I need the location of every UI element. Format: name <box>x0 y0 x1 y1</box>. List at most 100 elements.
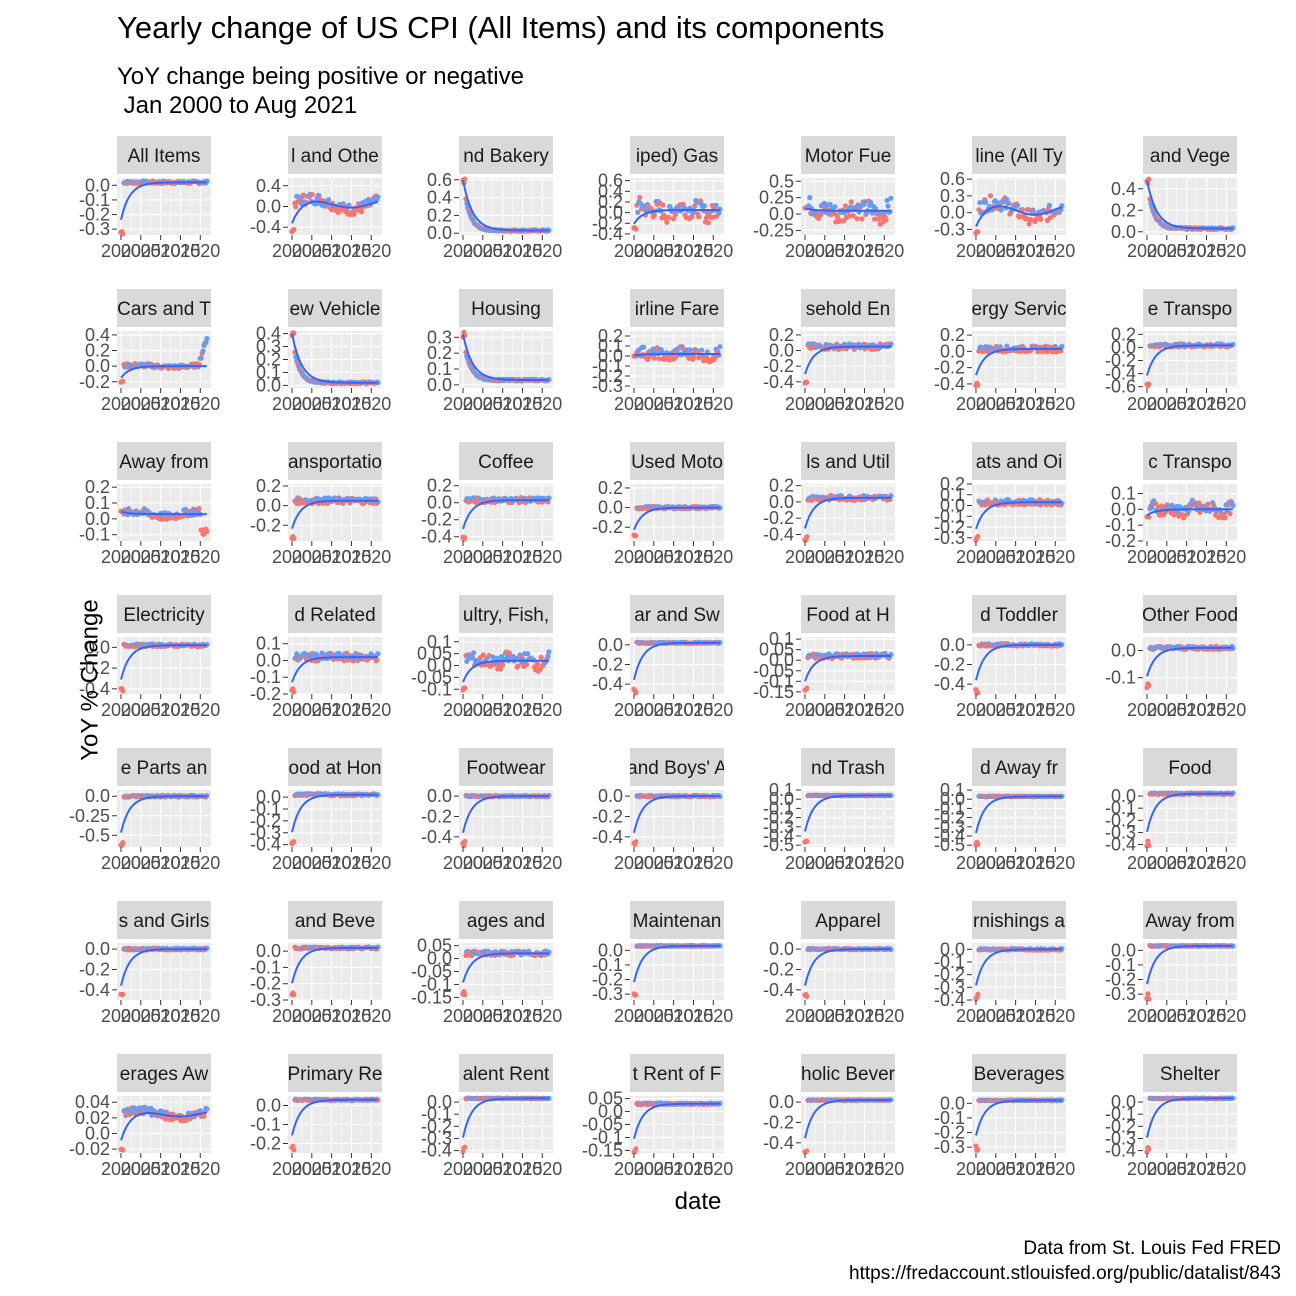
facet-strip-label: Food <box>1168 758 1211 779</box>
data-point <box>203 339 209 346</box>
x-tick-label: 2000 <box>272 241 312 261</box>
facet-strip <box>630 442 724 480</box>
data-point <box>641 344 647 350</box>
y-tick-label: 0.4 <box>1111 179 1136 199</box>
y-tick-label: 0.0 <box>85 786 110 806</box>
data-point <box>656 356 662 362</box>
x-tick-label: 2015 <box>502 241 542 261</box>
data-point <box>850 213 856 219</box>
data-point <box>120 839 126 846</box>
facet-panel: sehold En 0.20.0-0.2-0.420002005201020152… <box>763 289 904 414</box>
x-tick-label: 2020 <box>522 547 562 567</box>
x-tick-label: 2010 <box>312 547 352 567</box>
y-tick-label: 0.2 <box>427 205 452 225</box>
data-point <box>666 214 672 221</box>
data-point <box>120 688 126 694</box>
facet-panel: and Beve0.0-0.1-0.2-0.320002005201020152… <box>250 901 391 1026</box>
y-tick-label: 0.0 <box>598 786 623 806</box>
trend-line <box>120 510 207 516</box>
x-tick-label: 2020 <box>1206 853 1246 873</box>
data-point <box>291 992 297 998</box>
x-tick-label: 2020 <box>522 241 562 261</box>
facet-strip-label: and Beve <box>295 911 375 932</box>
data-point <box>883 217 889 223</box>
data-point <box>975 229 981 235</box>
data-point <box>659 349 665 355</box>
x-tick-label: 2015 <box>160 241 200 261</box>
x-tick-label: 2015 <box>502 547 542 567</box>
data-point <box>633 226 639 232</box>
facet-strip-label: s and Girls <box>119 911 210 932</box>
facet-panel: ood at Hon0.0-0.1-0.2-0.3-0.420002005201… <box>250 748 391 873</box>
x-tick-label: 2000 <box>614 547 654 567</box>
chart-title: Yearly change of US CPI (All Items) and … <box>117 10 885 45</box>
trend-line <box>120 181 207 220</box>
data-point <box>835 214 841 221</box>
data-point <box>663 356 669 362</box>
x-tick-label: 2010 <box>483 241 523 261</box>
data-point <box>712 354 718 361</box>
x-tick-label: 2000 <box>785 241 825 261</box>
facet-panel: e Parts an0.0-0.25-0.5200020052010201520… <box>69 748 220 873</box>
x-tick-label: 2000 <box>956 394 996 414</box>
facet-panel: Maintenan0.0-0.1-0.2-0.32000200520102015… <box>592 901 733 1026</box>
facet-strip <box>801 136 895 174</box>
x-tick-label: 2010 <box>483 394 523 414</box>
data-point <box>977 199 983 206</box>
data-point <box>375 380 381 386</box>
panel-background <box>117 331 211 388</box>
x-tick-label: 2000 <box>443 394 483 414</box>
data-point <box>713 202 719 208</box>
y-tick-label: 0.4 <box>85 325 110 345</box>
trend-line <box>120 365 207 379</box>
facet-panel: All Items 0.0-0.1-0.2-0.32000200520102015… <box>79 136 220 261</box>
facet-strip <box>459 136 553 174</box>
data-point <box>291 535 297 542</box>
panel-background <box>972 484 1066 541</box>
y-tick-label: 0.0 <box>256 375 281 395</box>
facet-strip-label: ew Vehicle <box>290 299 381 320</box>
y-tick-label: -0.4 <box>934 674 965 694</box>
y-tick-label: -0.2 <box>79 372 110 392</box>
facet-panel: d Away fr0.10.0-0.1-0.2-0.3-0.4-0.520002… <box>934 748 1075 873</box>
data-point <box>470 650 477 656</box>
data-point <box>1222 515 1228 521</box>
y-tick-label: 0.0 <box>1111 641 1136 661</box>
y-tick-label: 0.2 <box>85 341 110 361</box>
data-point <box>309 192 315 198</box>
data-point <box>546 649 552 655</box>
data-point <box>633 839 639 845</box>
facet-strip-label: Used Moto <box>631 452 723 473</box>
y-tick-label: 0.2 <box>427 343 452 363</box>
y-tick-label: -0.4 <box>250 835 281 855</box>
y-tick-label: -0.2 <box>79 205 110 225</box>
facet-panel: Food at H0.10.050.0-0.05-0.1-0.152000200… <box>753 595 904 720</box>
data-point <box>538 654 544 660</box>
data-point <box>291 226 297 233</box>
facet-strip-label: d Related <box>294 605 375 626</box>
x-tick-label: 2020 <box>522 853 562 873</box>
data-point <box>534 661 540 667</box>
x-tick-label: 2005 <box>634 241 674 261</box>
x-tick-label: 2000 <box>443 547 483 567</box>
data-point <box>1019 206 1025 213</box>
data-point <box>462 838 468 845</box>
y-tick-label: -0.4 <box>592 224 623 244</box>
facet-strip <box>1143 442 1237 480</box>
trend-line <box>1146 344 1233 376</box>
facet-strip-label: e Transpo <box>1148 299 1233 320</box>
data-point <box>546 227 552 233</box>
data-point <box>1146 682 1152 689</box>
x-tick-label: 2015 <box>160 394 200 414</box>
x-tick-label: 2015 <box>844 547 884 567</box>
x-tick-label: 2015 <box>1186 241 1226 261</box>
y-tick-label: -0.4 <box>763 524 794 544</box>
y-tick-label: 0.3 <box>940 186 965 206</box>
facet-strip-label: Food at H <box>806 605 889 626</box>
x-tick-label: 2010 <box>483 547 523 567</box>
facet-panel: s and Girls0.0-0.2-0.4200020052010201520… <box>79 901 220 1026</box>
x-tick-label: 2010 <box>312 241 352 261</box>
data-point <box>1025 207 1031 213</box>
trend-line <box>804 345 891 375</box>
